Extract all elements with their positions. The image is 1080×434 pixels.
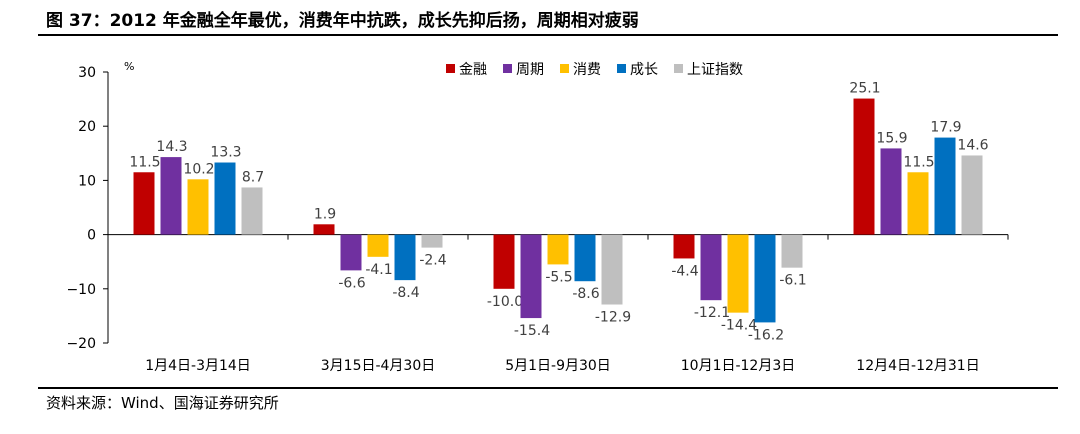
data-label: -6.6 — [338, 275, 365, 291]
y-axis-unit-label: % — [124, 60, 134, 73]
data-label: 10.2 — [183, 161, 214, 177]
bar — [961, 155, 983, 235]
data-label: 8.7 — [242, 169, 264, 185]
x-tick-label: 10月1日-12月3日 — [681, 358, 796, 374]
legend-swatch — [446, 64, 455, 73]
data-label: 11.5 — [903, 154, 934, 170]
data-label: -4.1 — [365, 262, 392, 278]
y-tick-label: 30 — [78, 65, 96, 81]
y-tick-label: 20 — [78, 119, 96, 135]
data-label: 25.1 — [849, 81, 880, 97]
y-tick-label: −10 — [66, 282, 96, 298]
data-label: 11.5 — [129, 154, 160, 170]
source-rule — [38, 387, 1058, 389]
bar — [907, 172, 929, 235]
bar — [367, 234, 389, 257]
legend-label: 周期 — [516, 62, 544, 78]
bar — [421, 234, 443, 248]
bar — [214, 162, 236, 235]
data-label: -14.4 — [721, 318, 757, 334]
data-label: -4.4 — [671, 263, 698, 279]
bar — [160, 157, 182, 235]
data-label: -8.4 — [392, 285, 419, 301]
legend-swatch — [560, 64, 569, 73]
data-label: 15.9 — [876, 130, 907, 146]
legend-swatch — [503, 64, 512, 73]
legend-swatch — [617, 64, 626, 73]
bar — [520, 234, 542, 319]
data-label: -12.1 — [694, 305, 730, 321]
data-label: 14.6 — [957, 137, 988, 153]
bar — [754, 234, 776, 323]
chart-title: 图 37：2012 年金融全年最优，消费年中抗跌，成长先抑后扬，周期相对疲弱 — [46, 11, 639, 31]
bar — [241, 187, 263, 235]
data-label: -5.5 — [545, 269, 572, 285]
data-label: 1.9 — [314, 206, 336, 222]
bar — [601, 234, 623, 305]
y-tick-label: −20 — [66, 336, 96, 352]
bar — [547, 234, 569, 265]
data-label: -15.4 — [514, 323, 550, 339]
source-note: 资料来源：Wind、国海证券研究所 — [46, 394, 279, 412]
bar — [673, 234, 695, 259]
data-label: -6.1 — [779, 273, 806, 289]
x-tick-label: 1月4日-3月14日 — [145, 358, 251, 374]
data-label: 17.9 — [930, 120, 961, 136]
y-tick-label: 10 — [78, 173, 96, 189]
bar — [700, 234, 722, 301]
bar — [880, 148, 902, 235]
bar — [187, 179, 209, 235]
bar — [781, 234, 803, 268]
legend-label: 消费 — [573, 62, 601, 78]
legend-label: 金融 — [459, 62, 487, 78]
bar — [493, 234, 515, 289]
title-rule — [38, 34, 1058, 36]
bar — [934, 137, 956, 235]
x-tick-label: 5月1日-9月30日 — [505, 358, 611, 374]
bar — [574, 234, 596, 282]
legend-label: 上证指数 — [687, 62, 743, 78]
data-label: -12.9 — [595, 310, 631, 326]
bar — [313, 224, 335, 235]
data-label: 13.3 — [210, 145, 241, 161]
data-label: -2.4 — [419, 253, 446, 269]
x-tick-label: 3月15日-4月30日 — [321, 358, 436, 374]
data-label: -10.0 — [487, 294, 523, 310]
bar — [340, 234, 362, 271]
legend-label: 成长 — [630, 62, 658, 78]
legend-swatch — [674, 64, 683, 73]
bar — [727, 234, 749, 313]
data-label: 14.3 — [156, 139, 187, 155]
x-tick-label: 12月4日-12月31日 — [856, 358, 979, 374]
data-label: -8.6 — [572, 286, 599, 302]
data-label: -16.2 — [748, 327, 784, 343]
bar — [853, 98, 875, 235]
bar — [133, 172, 155, 235]
bar — [394, 234, 416, 281]
y-tick-label: 0 — [87, 228, 96, 244]
